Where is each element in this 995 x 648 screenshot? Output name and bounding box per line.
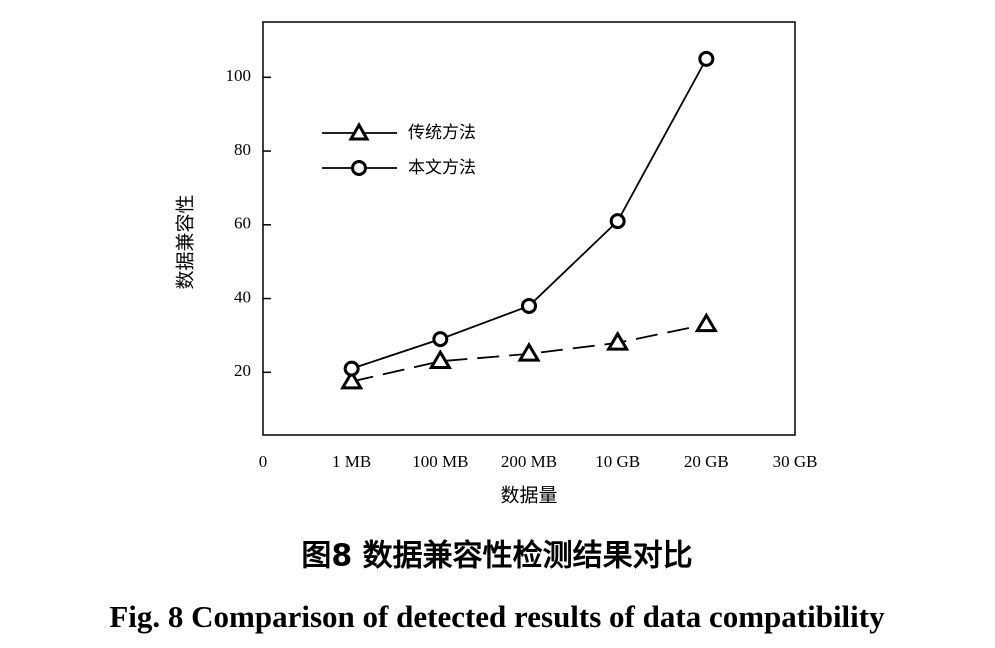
point-marker xyxy=(432,331,449,348)
y-tick-label: 100 xyxy=(226,66,252,85)
point-marker xyxy=(609,213,626,230)
plot-frame xyxy=(262,21,796,436)
caption-cn: 图8 数据兼容性检测结果对比 xyxy=(301,539,692,574)
legend-label: 本文方法 xyxy=(408,158,476,178)
point-marker xyxy=(340,369,364,390)
legend-marker xyxy=(351,160,367,176)
y-tick-label: 20 xyxy=(234,361,251,380)
caption-en: Fig. 8 Comparison of detected results of… xyxy=(109,599,885,634)
x-tick-label: 200 MB xyxy=(501,452,557,471)
point-marker xyxy=(343,360,360,377)
point-marker xyxy=(698,50,715,67)
y-tick-label: 80 xyxy=(234,140,251,159)
y-tick-label: 40 xyxy=(234,287,251,306)
legend-label: 传统方法 xyxy=(408,123,476,143)
x-tick-label: 100 MB xyxy=(412,452,468,471)
x-tick-label: 30 GB xyxy=(773,452,818,471)
legend-marker xyxy=(348,121,370,141)
point-marker xyxy=(606,330,630,351)
x-tick-label: 20 GB xyxy=(684,452,729,471)
point-marker xyxy=(521,297,537,314)
x-axis-label: 数据量 xyxy=(500,484,557,506)
point-marker xyxy=(428,349,452,370)
y-tick-label: 60 xyxy=(234,214,251,233)
series-line xyxy=(351,58,708,370)
x-tick-label: 0 xyxy=(259,452,268,471)
x-tick-label: 10 GB xyxy=(595,452,640,471)
point-marker xyxy=(694,312,718,333)
point-marker xyxy=(517,341,541,362)
y-axis-label: 数据兼容性 xyxy=(174,194,196,289)
x-tick-label: 1 MB xyxy=(332,452,371,471)
